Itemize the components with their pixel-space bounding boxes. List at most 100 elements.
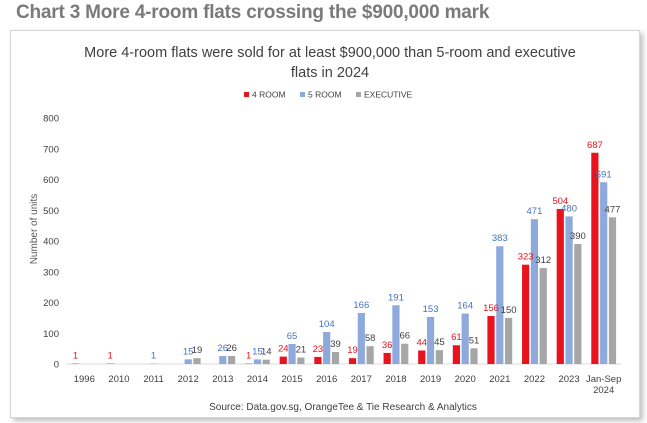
data-label-four-room: 44: [416, 337, 427, 348]
bar-five-room: [496, 246, 504, 364]
bar-four-room: [348, 358, 357, 364]
y-tick-label: 800: [43, 114, 59, 125]
legend-label-four-room: 4 ROOM: [252, 90, 286, 100]
x-tick-label: 2011: [143, 374, 163, 385]
data-label-executive: 390: [570, 231, 586, 242]
x-tick-label: 2017: [351, 374, 372, 385]
bar-chart: More 4-room flats were sold for at least…: [29, 45, 622, 413]
data-label-five-room: 26: [218, 343, 229, 354]
data-label-executive: 26: [226, 343, 237, 354]
x-tick-label: 2016: [316, 374, 337, 385]
data-label-four-room: 323: [518, 252, 534, 263]
data-label-four-room: 1: [73, 351, 78, 362]
bar-five-room: [565, 216, 573, 364]
data-label-five-room: 15: [252, 346, 263, 357]
data-label-four-room: 1: [107, 351, 112, 362]
legend-label-five-room: 5 ROOM: [308, 90, 342, 100]
data-label-four-room: 156: [483, 303, 499, 314]
bar-five-room: [530, 219, 539, 364]
data-label-five-room: 104: [319, 319, 335, 330]
bar-five-room: [600, 182, 608, 364]
x-axis-ticks: 1996 2010 2011 2012 2013 2014 2015 2016 2017 2018…: [74, 374, 622, 396]
bar-executive: [470, 348, 478, 364]
data-label-four-room: 687: [587, 140, 603, 151]
y-tick-label: 0: [54, 360, 59, 371]
x-tick-label: 2019: [420, 374, 441, 385]
data-label-five-room: 15: [183, 346, 194, 357]
data-label-executive: 45: [434, 337, 445, 348]
x-tick-label: 2013: [212, 374, 233, 385]
bar-five-room: [392, 305, 400, 364]
x-tick-label: 2018: [385, 374, 406, 385]
x-tick-label: 2021: [489, 374, 510, 385]
x-tick-label: 2014: [247, 374, 268, 385]
data-label-five-room: 591: [596, 169, 612, 180]
data-label-executive: 14: [261, 347, 272, 358]
legend-swatch-executive: [356, 92, 361, 97]
data-label-executive: 312: [535, 255, 551, 266]
bar-four-room: [452, 345, 460, 364]
bar-five-room: [184, 359, 192, 364]
bar-executive: [366, 346, 374, 364]
bar-executive: [608, 217, 617, 364]
data-label-executive: 58: [365, 333, 376, 344]
data-label-five-room: 191: [388, 292, 404, 303]
x-tick-label: 2023: [558, 374, 579, 385]
bar-four-room: [383, 352, 391, 364]
bar-four-room: [591, 152, 599, 364]
bar-four-room: [556, 209, 564, 364]
bar-four-room: [314, 356, 322, 364]
bar-five-room: [219, 356, 227, 364]
x-tick-label: 2015: [281, 374, 302, 385]
x-tick-label: Jan-Sep 2024: [586, 374, 621, 396]
bar-executive: [331, 352, 340, 364]
page-heading: Chart 3 More 4-room flats crossing the $…: [16, 2, 490, 23]
data-label-executive: 51: [469, 335, 480, 346]
y-tick-label: 600: [43, 175, 59, 186]
data-label-four-room: 23: [313, 344, 324, 355]
bar-five-room: [426, 316, 435, 364]
y-tick-label: 300: [43, 267, 59, 278]
x-tick-label: 2012: [178, 374, 199, 385]
data-label-five-room: 471: [527, 206, 543, 217]
bar-four-room: [487, 316, 495, 364]
bar-five-room: [323, 332, 331, 364]
y-tick-label: 100: [43, 329, 59, 340]
y-tick-label: 500: [43, 206, 59, 217]
bar-four-room: [418, 350, 426, 364]
bars: [71, 152, 617, 365]
bar-five-room: [253, 359, 262, 364]
bar-four-room: [522, 264, 530, 364]
bar-four-room: [279, 356, 287, 364]
data-label-four-room: 1: [246, 351, 251, 362]
bar-five-room: [357, 312, 365, 364]
bar-executive: [297, 357, 305, 364]
bar-executive: [505, 317, 513, 365]
data-label-five-room: 164: [457, 301, 473, 312]
data-label-five-room: 1: [151, 351, 156, 362]
legend: 4 ROOM 5 ROOM EXECUTIVE: [244, 90, 413, 100]
data-label-five-room: 153: [423, 304, 439, 315]
data-label-five-room: 383: [492, 233, 508, 244]
bar-executive: [435, 350, 443, 364]
bar-executive: [262, 359, 270, 364]
y-tick-label: 400: [43, 237, 59, 248]
bar-five-room: [288, 344, 296, 364]
bar-executive: [193, 358, 201, 364]
y-axis-label: Number of units: [29, 194, 40, 265]
data-label-four-room: 504: [552, 196, 568, 207]
data-label-executive: 150: [501, 305, 517, 316]
legend-swatch-four-room: [244, 92, 249, 97]
data-label-executive: 477: [605, 204, 621, 215]
data-label-five-room: 480: [561, 203, 577, 214]
bar-executive: [401, 343, 409, 364]
chart-title-line-1: More 4-room flats were sold for at least…: [84, 45, 576, 61]
chart-title-line-2: flats in 2024: [291, 65, 369, 81]
bar-executive: [574, 244, 582, 364]
legend-label-executive: EXECUTIVE: [364, 90, 413, 100]
data-label-executive: 39: [330, 339, 341, 350]
x-tick-label: 1996: [74, 374, 95, 385]
y-axis-ticks: 0 100 200 300 400 500 600 700 800: [43, 114, 59, 371]
source-note: Source: Data.gov.sg, OrangeTee & Tie Res…: [209, 402, 477, 413]
